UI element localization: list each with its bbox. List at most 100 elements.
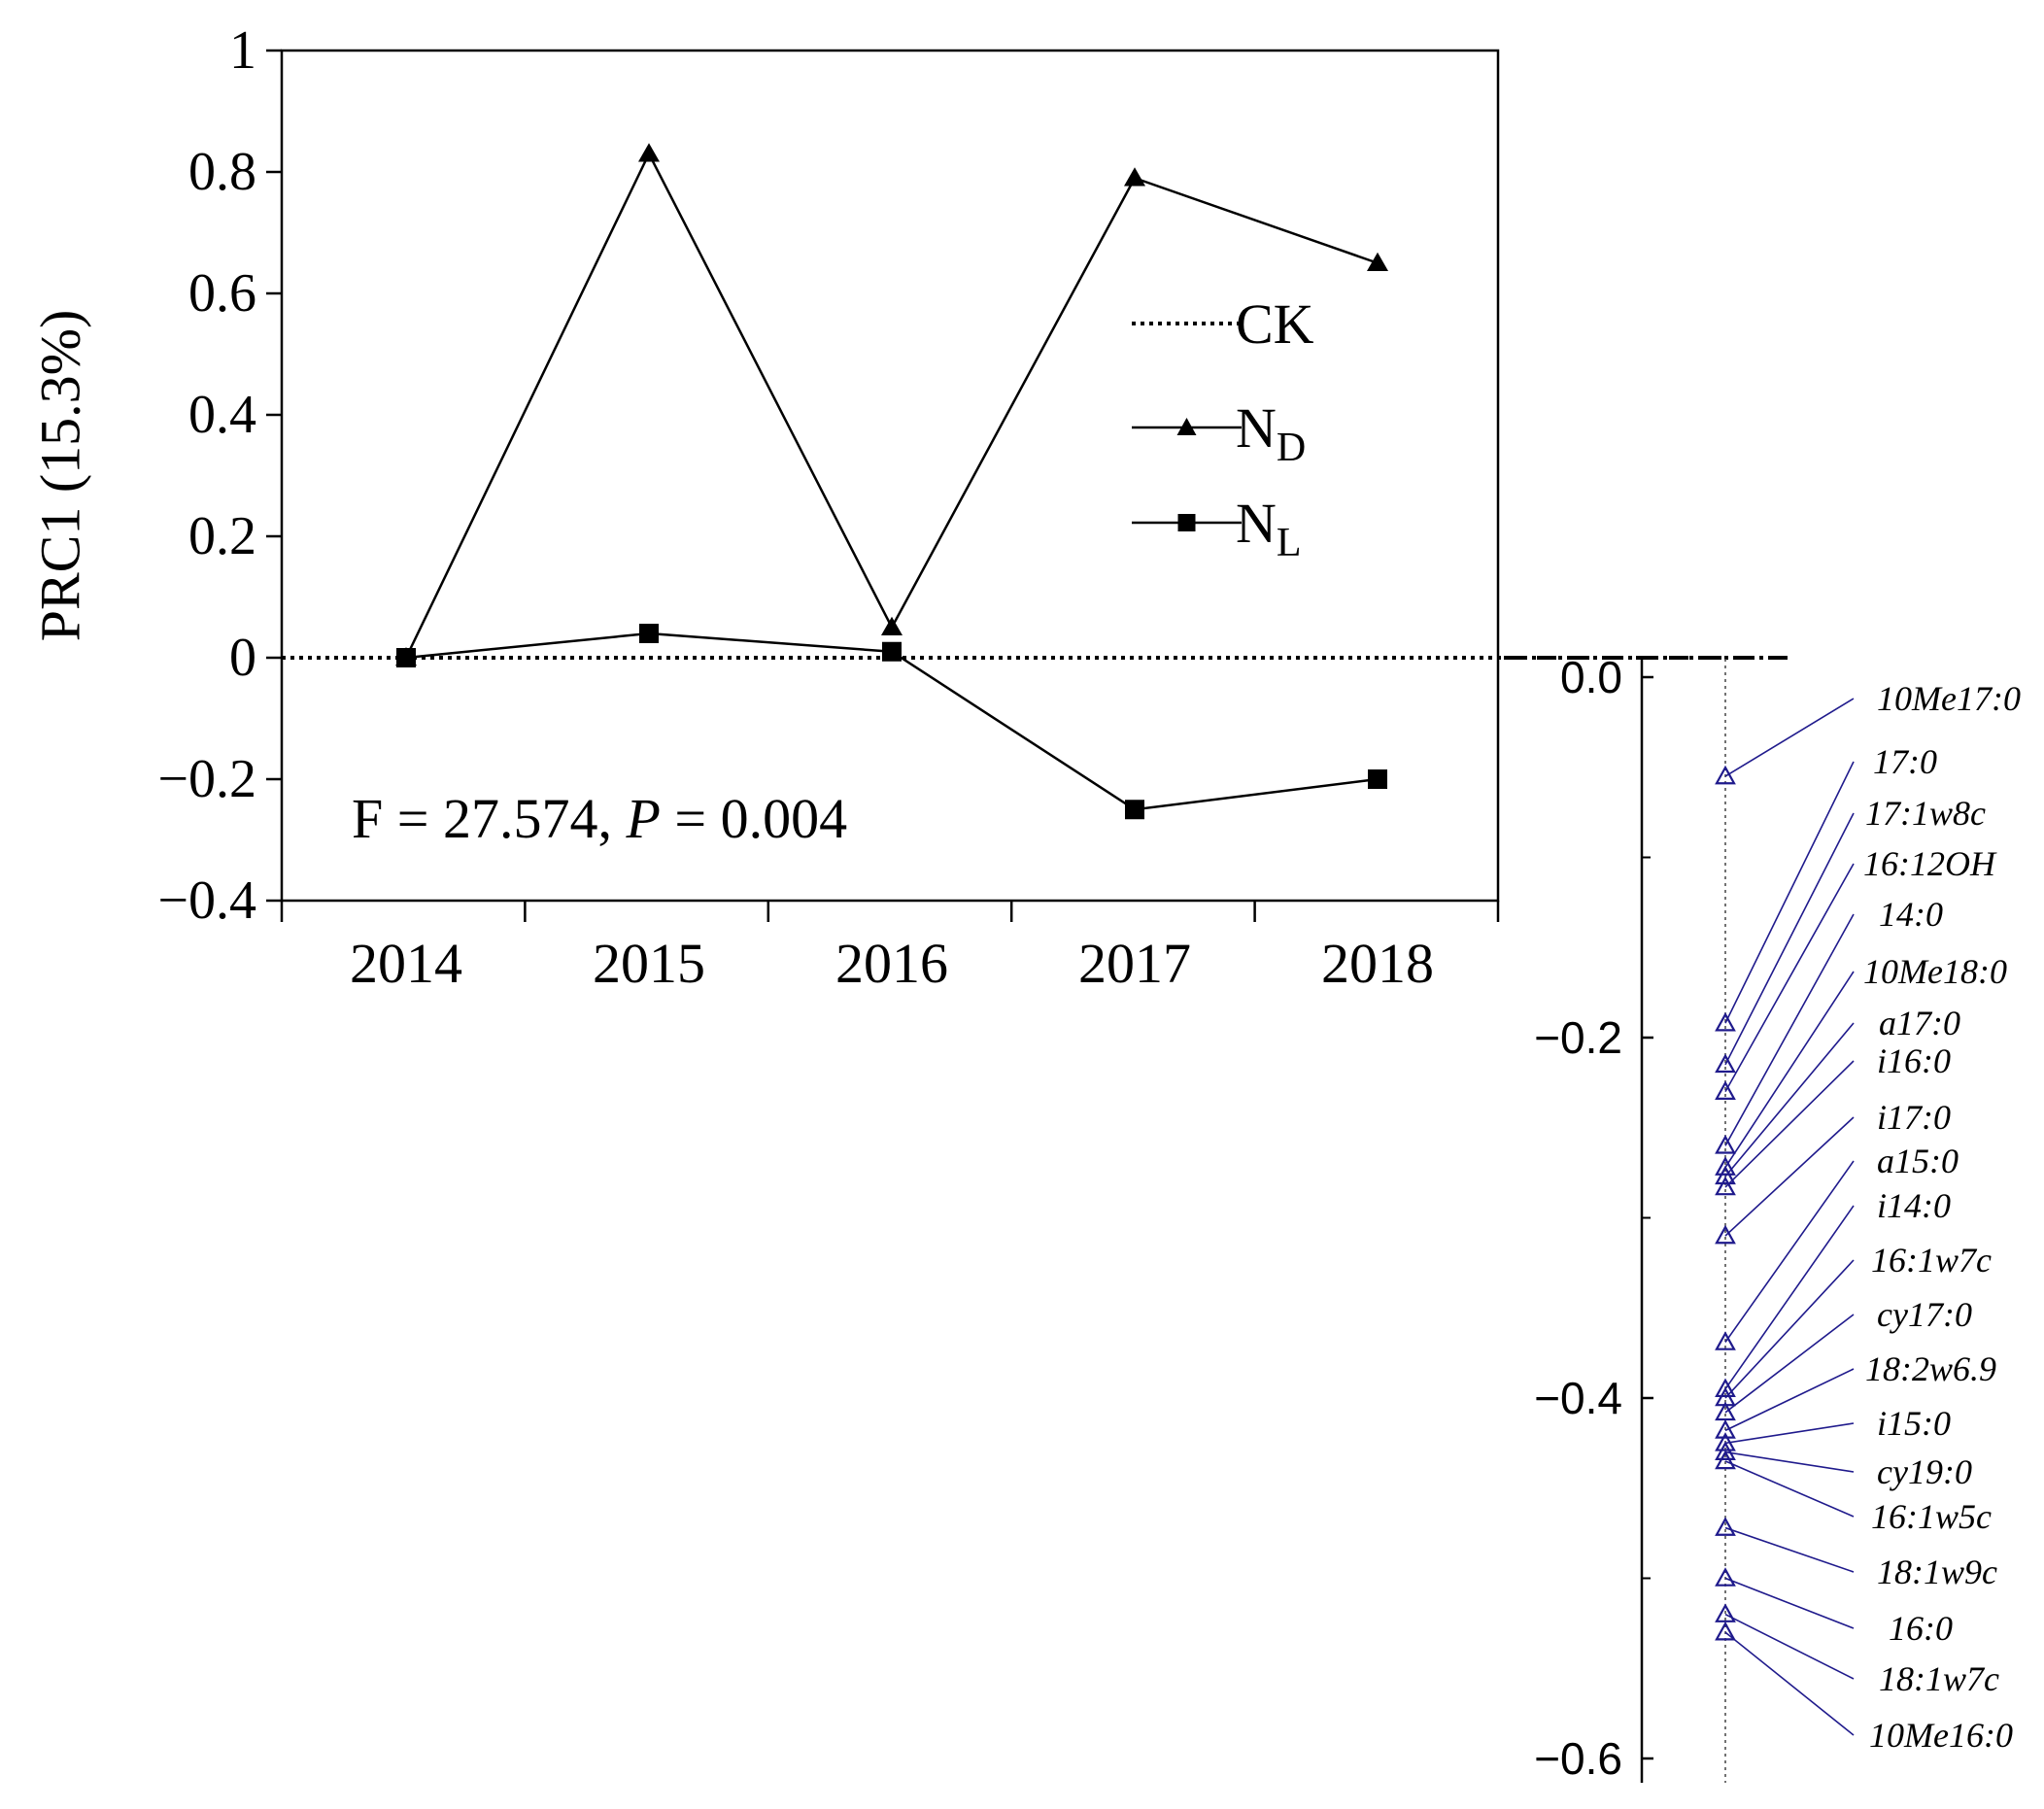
species-point <box>1715 1331 1736 1350</box>
legend-label-subscript: D <box>1277 426 1306 470</box>
y-tick-label: −0.4 <box>157 870 256 931</box>
species-label: i17:0 <box>1877 1098 1951 1137</box>
y-tick-label: 1 <box>229 20 256 81</box>
species-leader-line <box>1724 1451 1855 1473</box>
species-leader-line <box>1724 1577 1855 1629</box>
species-point <box>1715 1517 1736 1536</box>
species-leader-line <box>1724 1526 1855 1573</box>
legend-label: NL <box>1236 492 1302 565</box>
x-tick-label: 2018 <box>1321 932 1434 995</box>
species-leader-line <box>1724 698 1855 777</box>
species-leader-line <box>1724 1613 1855 1680</box>
y-tick-label: 0.8 <box>188 142 256 202</box>
species-label: 17:1w8c <box>1865 794 1986 833</box>
species-leader-line <box>1724 863 1855 1093</box>
species-point <box>1715 765 1736 785</box>
species-point <box>1715 1450 1736 1470</box>
series-NL-point <box>1368 769 1387 789</box>
weight-axis-tick-label: 0.0 <box>1560 652 1622 702</box>
species-leader-line <box>1724 1205 1855 1390</box>
x-tick-label: 2017 <box>1078 932 1191 995</box>
species-point <box>1715 1224 1736 1245</box>
species-label: 16:1w5c <box>1871 1497 1992 1536</box>
species-label: 18:2w6.9 <box>1865 1349 1996 1388</box>
species-label: 10Me16:0 <box>1869 1716 2013 1755</box>
species-leader-line <box>1724 1116 1855 1237</box>
species-label: i16:0 <box>1877 1041 1951 1080</box>
species-label: cy19:0 <box>1877 1452 1972 1491</box>
legend-label-main: N <box>1236 492 1277 555</box>
species-point <box>1715 1011 1736 1032</box>
species-point <box>1715 1603 1736 1622</box>
x-tick-label: 2014 <box>350 932 462 995</box>
species-label: a15:0 <box>1877 1142 1959 1180</box>
y-tick-label: 0.4 <box>188 385 256 445</box>
species-label: 16:12OH <box>1863 844 1997 883</box>
series-NL-point <box>639 624 659 643</box>
series-ND-line <box>404 151 1379 659</box>
species-leader-line <box>1724 1160 1855 1343</box>
weight-axis-tick-label: −0.4 <box>1534 1373 1622 1423</box>
y-axis-label: PRC1 (15.3%) <box>29 310 92 642</box>
species-label: 16:1w7c <box>1871 1241 1992 1280</box>
species-leader-line <box>1724 1460 1855 1518</box>
species-point <box>1715 1053 1736 1074</box>
weight-axis-tick-label: −0.6 <box>1534 1733 1622 1784</box>
species-leader-line <box>1724 913 1855 1146</box>
x-tick-label: 2016 <box>835 932 948 995</box>
species-label: 16:0 <box>1889 1609 1953 1648</box>
y-tick-label: −0.2 <box>157 749 256 809</box>
species-label: cy17:0 <box>1877 1295 1972 1334</box>
species-point <box>1715 1621 1736 1641</box>
species-label: 10Me18:0 <box>1863 952 2007 991</box>
species-leader-line <box>1724 1259 1855 1399</box>
species-label: 10Me17:0 <box>1877 679 2021 718</box>
y-tick-label: 0 <box>229 628 256 688</box>
series-ND-point <box>1367 252 1388 271</box>
annotation-suffix: = 0.004 <box>661 787 847 850</box>
species-point <box>1715 1135 1736 1154</box>
annotation-prefix: F = 27.574, <box>352 787 626 850</box>
legend-label: ND <box>1236 396 1306 470</box>
species-point <box>1715 1176 1736 1196</box>
species-point <box>1715 1156 1736 1176</box>
plot-frame <box>280 49 1500 903</box>
legend-label: CK <box>1236 292 1314 356</box>
species-label: 17:0 <box>1873 742 1937 781</box>
species-point <box>1715 1080 1736 1100</box>
species-leader-line <box>1724 1631 1855 1736</box>
species-point <box>1715 1165 1736 1185</box>
legend-label-subscript: L <box>1277 521 1302 565</box>
species-leader-line <box>1724 1368 1855 1432</box>
legend-label-main: CK <box>1236 292 1314 356</box>
annotation-italic: P <box>625 787 660 850</box>
species-leader-line <box>1724 812 1855 1066</box>
species-leader-line <box>1724 971 1855 1168</box>
series-NL-point <box>396 648 416 667</box>
series-NL-point <box>1125 800 1144 820</box>
species-label: a17:0 <box>1879 1004 1960 1042</box>
species-label: 14:0 <box>1879 895 1943 934</box>
species-leader-line <box>1724 1060 1855 1188</box>
species-point <box>1715 1401 1736 1421</box>
species-point <box>1715 1419 1736 1439</box>
legend-swatch-triangle <box>1176 418 1197 435</box>
species-label: 18:1w7c <box>1879 1659 1999 1698</box>
statistics-annotation: F = 27.574, P = 0.004 <box>352 787 847 850</box>
legend-label-main: N <box>1236 396 1277 460</box>
species-point <box>1715 1378 1736 1398</box>
species-leader-line <box>1724 1314 1855 1414</box>
legend-swatch-square <box>1177 514 1196 531</box>
species-label: i14:0 <box>1877 1186 1951 1225</box>
species-label: i15:0 <box>1877 1404 1951 1443</box>
series-ND-point <box>638 143 660 162</box>
x-tick-label: 2015 <box>593 932 705 995</box>
species-point <box>1715 1567 1736 1587</box>
y-tick-label: 0.6 <box>188 263 256 324</box>
series-ND-point <box>1124 167 1145 187</box>
series-ND-point <box>881 616 903 635</box>
species-leader-line <box>1724 1422 1855 1445</box>
species-point <box>1715 1432 1736 1451</box>
